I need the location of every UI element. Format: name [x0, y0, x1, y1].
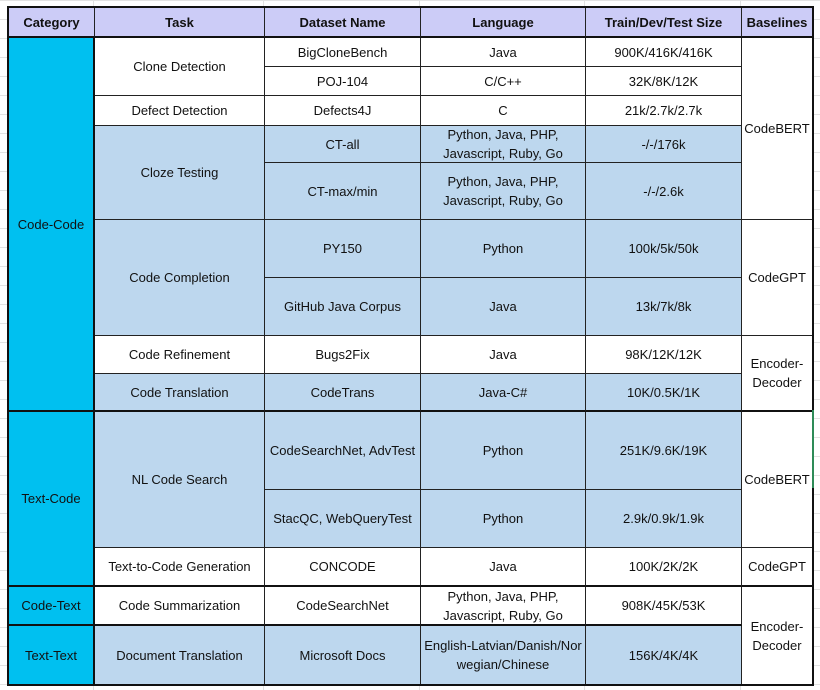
baseline-cell: Encoder-Decoder [742, 336, 812, 412]
language-cell: Python, Java, PHP, Javascript, Ruby, Go [421, 126, 586, 163]
category-cell: Text-Code [9, 412, 95, 587]
header-language: Language [421, 8, 586, 38]
datasets-table: Category Task Dataset Name Language Trai… [7, 6, 814, 686]
dataset-cell: BigCloneBench [265, 38, 421, 67]
size-cell: 21k/2.7k/2.7k [586, 96, 742, 126]
task-cell: Code Refinement [95, 336, 265, 374]
language-cell: Java [421, 336, 586, 374]
task-cell: Defect Detection [95, 96, 265, 126]
baseline-cell: CodeGPT [742, 220, 812, 336]
dataset-cell: GitHub Java Corpus [265, 278, 421, 336]
size-cell: 98K/12K/12K [586, 336, 742, 374]
size-cell: 900K/416K/416K [586, 38, 742, 67]
baseline-cell: CodeBERT [742, 38, 812, 220]
task-cell: NL Code Search [95, 412, 265, 548]
language-cell: C [421, 96, 586, 126]
task-cell: Code Translation [95, 374, 265, 412]
header-size: Train/Dev/Test Size [586, 8, 742, 38]
size-cell: 32K/8K/12K [586, 67, 742, 96]
language-cell: Java-C# [421, 374, 586, 412]
size-cell: 10K/0.5K/1K [586, 374, 742, 412]
dataset-cell: CT-max/min [265, 163, 421, 220]
dataset-cell: PY150 [265, 220, 421, 278]
language-cell: Python [421, 412, 586, 490]
size-cell: 13k/7k/8k [586, 278, 742, 336]
baseline-cell: CodeGPT [742, 548, 812, 587]
header-task: Task [95, 8, 265, 38]
task-cell: Text-to-Code Generation [95, 548, 265, 587]
dataset-cell: CodeSearchNet [265, 587, 421, 626]
task-cell: Code Completion [95, 220, 265, 336]
size-cell: 100K/2K/2K [586, 548, 742, 587]
dataset-cell: Microsoft Docs [265, 626, 421, 684]
language-cell: Python [421, 490, 586, 548]
size-cell: 251K/9.6K/19K [586, 412, 742, 490]
category-cell: Code-Code [9, 38, 95, 412]
language-cell: Java [421, 278, 586, 336]
header-category: Category [9, 8, 95, 38]
dataset-cell: Bugs2Fix [265, 336, 421, 374]
category-cell: Code-Text [9, 587, 95, 626]
language-cell: Python [421, 220, 586, 278]
size-cell: -/-/2.6k [586, 163, 742, 220]
language-cell: C/C++ [421, 67, 586, 96]
dataset-cell: POJ-104 [265, 67, 421, 96]
task-cell: Code Summarization [95, 587, 265, 626]
category-cell: Text-Text [9, 626, 95, 684]
size-cell: -/-/176k [586, 126, 742, 163]
baseline-cell: Encoder-Decoder [742, 587, 812, 684]
size-cell: 908K/45K/53K [586, 587, 742, 626]
size-cell: 2.9k/0.9k/1.9k [586, 490, 742, 548]
dataset-cell: Defects4J [265, 96, 421, 126]
dataset-cell: CT-all [265, 126, 421, 163]
task-cell: Clone Detection [95, 38, 265, 96]
task-cell: Cloze Testing [95, 126, 265, 220]
dataset-cell: CodeTrans [265, 374, 421, 412]
language-cell: English-Latvian/Danish/Norwegian/Chinese [421, 626, 586, 684]
language-cell: Python, Java, PHP, Javascript, Ruby, Go [421, 163, 586, 220]
size-cell: 100k/5k/50k [586, 220, 742, 278]
size-cell: 156K/4K/4K [586, 626, 742, 684]
dataset-cell: CONCODE [265, 548, 421, 587]
task-cell: Document Translation [95, 626, 265, 684]
language-cell: Python, Java, PHP, Javascript, Ruby, Go [421, 587, 586, 626]
selection-border [812, 410, 814, 488]
dataset-cell: StacQC, WebQueryTest [265, 490, 421, 548]
header-baselines: Baselines [742, 8, 812, 38]
dataset-cell: CodeSearchNet, AdvTest [265, 412, 421, 490]
header-dataset: Dataset Name [265, 8, 421, 38]
language-cell: Java [421, 38, 586, 67]
baseline-cell: CodeBERT [742, 412, 812, 548]
language-cell: Java [421, 548, 586, 587]
